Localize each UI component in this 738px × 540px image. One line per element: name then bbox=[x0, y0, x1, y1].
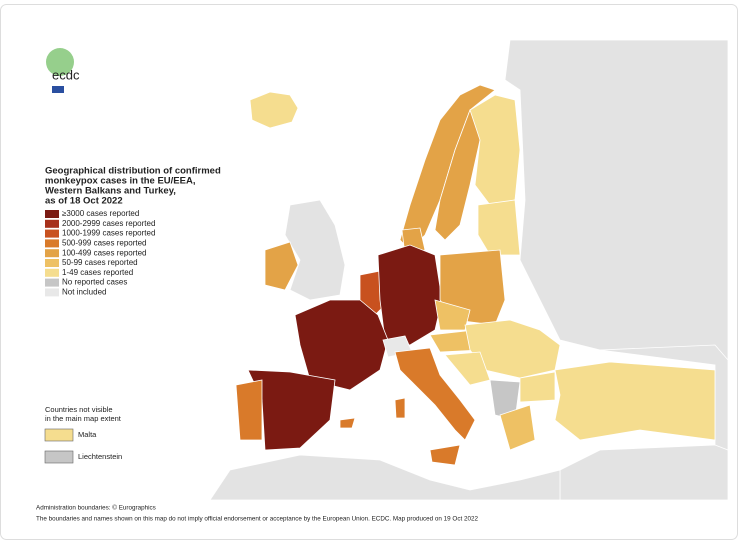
title-line: as of 18 Oct 2022 bbox=[45, 196, 123, 207]
logo-globe bbox=[46, 48, 74, 76]
footer: Administration boundaries: © Eurographic… bbox=[36, 504, 478, 523]
inset-title: Countries not visible bbox=[45, 405, 113, 414]
legend-label: 50-99 cases reported bbox=[62, 258, 138, 267]
legend-title: Geographical distribution of confirmedmo… bbox=[45, 166, 221, 207]
footer-line: The boundaries and names shown on this m… bbox=[36, 516, 478, 523]
legend-label: 1000-1999 cases reported bbox=[62, 229, 155, 238]
inset-label: Liechtenstein bbox=[78, 452, 122, 461]
legend-swatch bbox=[45, 229, 59, 238]
footer-line: Administration boundaries: © Eurographic… bbox=[36, 504, 156, 512]
inset-title: in the main map extent bbox=[45, 414, 122, 423]
eu-flag bbox=[52, 86, 64, 93]
legend-swatch bbox=[45, 249, 59, 258]
inset-swatch bbox=[44, 450, 74, 464]
legend-swatch bbox=[45, 259, 59, 267]
legend-swatch bbox=[45, 268, 59, 277]
title-line: Western Balkans and Turkey, bbox=[45, 186, 176, 197]
inset-swatch bbox=[44, 428, 74, 442]
logo-text: ecdc bbox=[52, 67, 80, 82]
legend-swatch bbox=[45, 210, 59, 218]
logo: ecdc bbox=[46, 48, 80, 93]
legend-label: 100-499 cases reported bbox=[62, 248, 147, 257]
legend-swatch bbox=[45, 219, 59, 228]
legend-label: ≥3000 cases reported bbox=[62, 209, 139, 218]
legend-swatch bbox=[45, 239, 59, 248]
legend-label: No reported cases bbox=[62, 278, 127, 287]
basemap bbox=[209, 39, 729, 501]
legend-swatch bbox=[45, 278, 59, 287]
legend-label: Not included bbox=[62, 288, 106, 297]
title-line: Geographical distribution of confirmed bbox=[45, 166, 221, 177]
inset-label: Malta bbox=[78, 430, 97, 439]
legend-label: 500-999 cases reported bbox=[62, 239, 147, 248]
legend-swatch bbox=[45, 288, 59, 297]
legend-label: 2000-2999 cases reported bbox=[62, 219, 155, 228]
legend-label: 1-49 cases reported bbox=[62, 268, 133, 277]
title-line: monkeypox cases in the EU/EEA, bbox=[45, 176, 195, 187]
